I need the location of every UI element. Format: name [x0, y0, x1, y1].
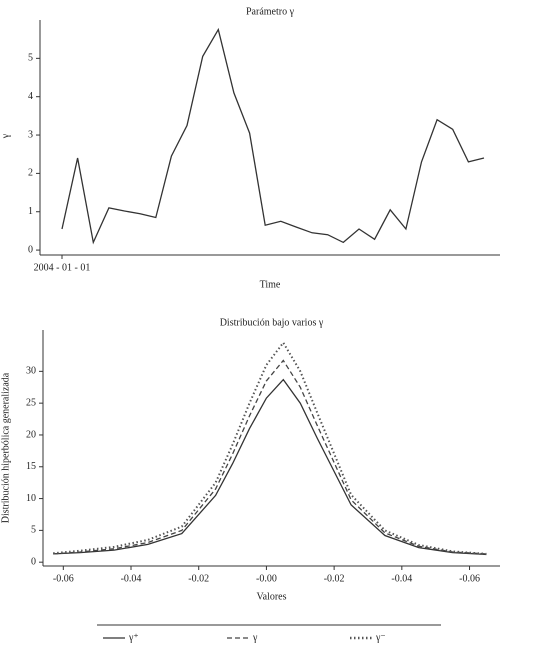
- y-tick-label: 30: [26, 366, 36, 377]
- x-tick-label: -0.04: [121, 573, 142, 584]
- x-tick-label: 2004 - 01 - 01: [34, 262, 91, 273]
- chart-title: Distribución bajo varios γ: [220, 317, 324, 328]
- y-tick-label: 2: [28, 168, 33, 179]
- y-tick-label: 1: [28, 206, 33, 217]
- x-axis-label: Valores: [257, 591, 287, 602]
- y-tick-label: 0: [28, 244, 33, 255]
- y-tick-label: 0: [31, 556, 36, 567]
- legend-label: γ⁻: [375, 632, 386, 643]
- data-line: [53, 378, 487, 556]
- x-axis-label: Time: [260, 279, 281, 290]
- chart-title: Parámetro γ: [246, 6, 295, 17]
- legend-label: γ: [252, 632, 258, 643]
- y-tick-label: 15: [26, 461, 36, 472]
- data-line: [53, 340, 487, 555]
- x-tick-label: -0.04: [391, 573, 412, 584]
- y-tick-label: 3: [28, 129, 33, 140]
- data-line: [61, 27, 485, 245]
- x-tick-label: -0.02: [188, 573, 209, 584]
- data-line: [53, 359, 487, 555]
- x-tick-label: -0.06: [53, 573, 74, 584]
- y-axis-label: γ: [0, 133, 11, 139]
- y-axis-label: Distribución hiperbólica generalizada: [0, 372, 11, 523]
- legend-label: γ⁺: [128, 632, 139, 643]
- x-tick-label: -0.06: [459, 573, 480, 584]
- x-tick-label: -0.02: [324, 573, 345, 584]
- y-tick-label: 10: [26, 493, 36, 504]
- y-tick-label: 25: [26, 397, 36, 408]
- y-tick-label: 20: [26, 429, 36, 440]
- y-tick-label: 5: [31, 525, 36, 536]
- y-tick-label: 4: [28, 91, 33, 102]
- x-tick-label: -0.00: [256, 573, 277, 584]
- y-tick-label: 5: [28, 53, 33, 64]
